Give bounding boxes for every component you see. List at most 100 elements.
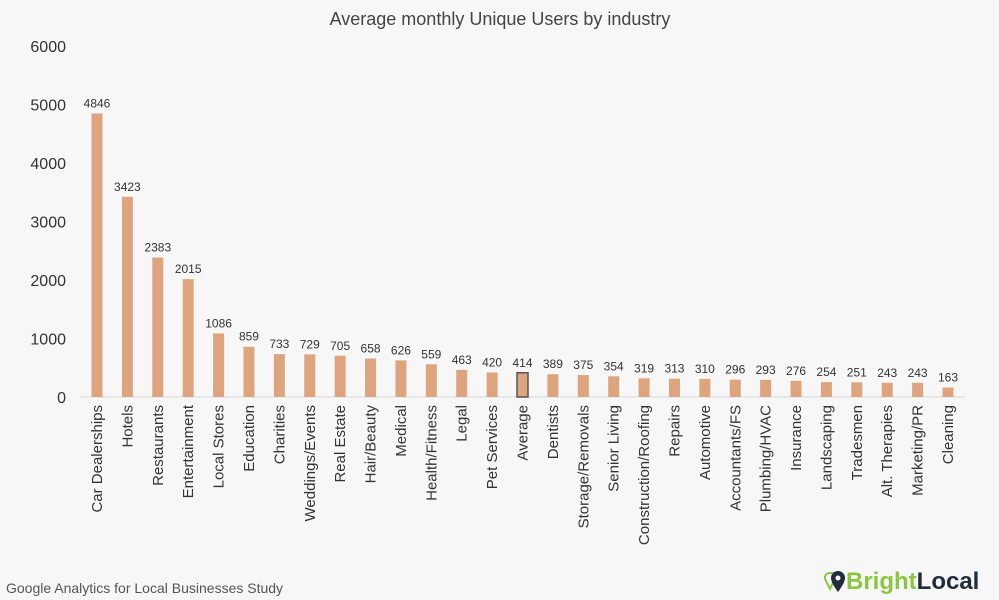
bar-construction-roofing (638, 378, 650, 397)
y-tick-label: 0 (57, 390, 66, 407)
x-tick-label: Education (241, 405, 258, 472)
bar-charities (273, 354, 285, 397)
bar-dentists (547, 374, 559, 397)
x-tick-label: Hair/Beauty (363, 405, 380, 484)
source-footer: Google Analytics for Local Businesses St… (6, 580, 284, 596)
bar-average (516, 372, 529, 398)
x-tick-label: Dentists (545, 405, 562, 459)
x-tick-label: Storage/Removals (575, 405, 592, 528)
data-label: 313 (664, 362, 684, 376)
bar-repairs (668, 378, 680, 397)
x-tick-label: Alt. Therapies (879, 405, 896, 497)
data-label: 163 (938, 370, 958, 384)
bar-hotels (121, 196, 133, 397)
bar-insurance (790, 380, 802, 397)
x-tick-label: Cleaning (940, 405, 957, 464)
data-label: 705 (330, 339, 350, 353)
x-tick-label: Local Stores (211, 405, 228, 488)
y-axis: 0 1000 2000 3000 4000 5000 6000 (30, 39, 965, 407)
bar-car-dealerships (91, 113, 103, 397)
bar-restaurants (152, 257, 164, 397)
bar-tradesmen (851, 382, 863, 397)
brightlocal-logo: Bright Local (824, 568, 979, 596)
logo-text-bright: Bright (846, 568, 917, 595)
bar-medical (395, 360, 407, 397)
bar-senior-living (608, 376, 620, 397)
data-label: 559 (421, 347, 441, 361)
x-tick-label: Accountants/FS (727, 405, 744, 511)
data-label: 276 (786, 364, 806, 378)
y-tick-label: 3000 (30, 215, 66, 232)
bar-accountants-fs (729, 379, 741, 397)
y-tick-label: 2000 (30, 273, 66, 290)
x-tick-label: Tradesmen (849, 405, 866, 480)
data-label: 319 (634, 361, 654, 375)
bar-marketing-pr (912, 382, 924, 397)
y-tick-label: 5000 (30, 98, 66, 115)
data-label: 375 (573, 358, 593, 372)
bar-hair-beauty (365, 358, 377, 397)
x-tick-label: Average (515, 405, 532, 461)
x-tick-label: Hotels (119, 405, 136, 448)
data-label: 463 (452, 353, 472, 367)
x-tick-label: Legal (454, 405, 471, 442)
data-label: 2015 (175, 262, 202, 276)
x-tick-label: Landscaping (818, 405, 835, 490)
x-tick-label: Real Estate (332, 405, 349, 483)
data-label: 354 (604, 359, 624, 373)
data-label: 243 (908, 366, 928, 380)
bar-storage-removals (577, 375, 589, 397)
x-tick-label: Automotive (697, 405, 714, 480)
bar-weddings-events (304, 354, 316, 397)
data-label: 729 (300, 337, 320, 351)
bar-landscaping (820, 382, 832, 397)
bar-cleaning (942, 387, 954, 397)
x-tick-label: Senior Living (606, 405, 623, 492)
data-label: 859 (239, 330, 259, 344)
x-tick-label: Marketing/PR (910, 405, 927, 496)
data-label: 293 (756, 363, 776, 377)
x-tick-label: Construction/Roofing (636, 405, 653, 545)
data-label: 1086 (205, 316, 232, 330)
data-label: 733 (269, 337, 289, 351)
y-tick-label: 6000 (30, 39, 66, 56)
bar-education (243, 346, 255, 397)
bar-automotive (699, 378, 711, 397)
data-label: 310 (695, 362, 715, 376)
data-label: 254 (816, 365, 836, 379)
x-tick-label: Entertainment (180, 404, 197, 498)
x-tick-label: Charities (271, 405, 288, 464)
x-tick-label: Car Dealerships (89, 405, 106, 513)
y-tick-label: 4000 (30, 156, 66, 173)
x-tick-label: Plumbing/HVAC (758, 405, 775, 512)
data-label: 243 (877, 366, 897, 380)
x-tick-label: Insurance (788, 405, 805, 471)
x-tick-label: Health/Fitness (423, 405, 440, 501)
data-label: 2383 (144, 241, 171, 255)
x-tick-label: Restaurants (150, 405, 167, 486)
chart-title: Average monthly Unique Users by industry (330, 9, 671, 29)
x-tick-label: Pet Services (484, 405, 501, 489)
bar-real-estate (334, 355, 346, 397)
data-label: 4846 (84, 97, 111, 111)
x-tick-label: Medical (393, 405, 410, 457)
x-tick-label: Weddings/Events (302, 405, 319, 521)
bar-plumbing-hvac (760, 379, 772, 397)
logo-text-local: Local (916, 568, 980, 595)
data-label: 296 (725, 363, 745, 377)
bar-pet-services (486, 372, 498, 397)
bar-local-stores (213, 333, 225, 397)
data-label: 414 (512, 356, 532, 370)
map-pin-heart-icon (824, 571, 845, 592)
x-axis-labels: Car Dealerships Hotels Restaurants Entertai… (89, 404, 957, 545)
y-tick-label: 1000 (30, 332, 66, 349)
data-label: 626 (391, 343, 411, 357)
bar-entertainment (182, 279, 194, 397)
bar-health-fitness (425, 364, 437, 397)
data-label: 658 (361, 342, 381, 356)
bar-legal (456, 369, 468, 397)
data-label: 3423 (114, 180, 141, 194)
data-label: 389 (543, 357, 563, 371)
bars: 4846 3423 2383 2015 1086 859 733 729 705 658 626 55… (84, 97, 958, 398)
